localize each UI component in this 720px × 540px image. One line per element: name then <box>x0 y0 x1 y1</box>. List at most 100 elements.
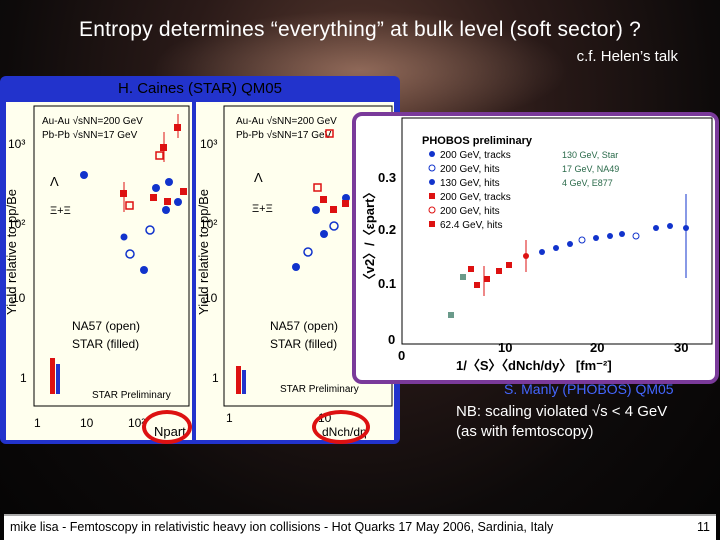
left-ytick-1000: 10³ <box>8 137 25 151</box>
phobos-legend-marker <box>429 151 435 157</box>
phobos-xtick-20: 20 <box>590 340 604 355</box>
phobos-point <box>607 233 613 239</box>
phobos-point <box>619 231 625 237</box>
phobos-legend-4: 200 GeV, tracks <box>440 192 511 203</box>
yield-vs-npart-panel: Yield relative to pp/Be Au-Au √sNN=200 G… <box>4 102 192 440</box>
mid-syst-band-red <box>236 366 241 394</box>
left-point <box>155 151 164 160</box>
phobos-point <box>667 223 673 229</box>
mid-ytick-1000: 10³ <box>200 137 217 151</box>
manly-label: S. Manly (PHOBOS) QM05 <box>504 381 674 397</box>
phobos-point <box>567 241 573 247</box>
phobos-ytick-03: 0.3 <box>378 170 396 185</box>
mid-lambda-label: Λ <box>254 170 263 185</box>
phobos-point <box>593 235 599 241</box>
phobos-point <box>484 276 490 282</box>
mid-prelim-label: STAR Preliminary <box>280 384 359 395</box>
phobos-point <box>578 236 586 244</box>
footer-bar: mike lisa - Femtoscopy in relativistic h… <box>4 514 716 540</box>
phobos-ytick-0: 0 <box>388 332 395 347</box>
cf-note: c.f. Helen’s talk <box>576 48 678 65</box>
left-syst-band-red <box>50 358 55 394</box>
nb-line-1: NB: scaling violated √s < 4 GeV <box>456 403 668 420</box>
phobos-legend-marker <box>429 193 435 199</box>
phobos-legend-marker <box>428 164 436 172</box>
mid-point <box>325 129 334 138</box>
left-xtick-10: 10 <box>80 416 94 430</box>
left-ytick-1: 1 <box>20 371 27 385</box>
left-ytick-10: 10 <box>12 291 26 305</box>
mid-point <box>320 196 327 203</box>
phobos-point <box>553 245 559 251</box>
left-point <box>150 194 157 201</box>
left-syst-band-blue <box>56 364 60 394</box>
left-point <box>125 249 135 259</box>
left-xtick-100: 10² <box>128 416 145 430</box>
phobos-point <box>496 268 502 274</box>
phobos-legend-3: 130 GeV, hits <box>440 178 500 189</box>
mid-point <box>312 206 320 214</box>
mid-legend-auau: Au-Au √sNN=200 GeV <box>236 115 337 127</box>
left-point <box>152 184 160 192</box>
mid-ytick-100: 10² <box>200 217 217 231</box>
phobos-xtick-0: 0 <box>398 348 405 363</box>
mid-point <box>313 183 322 192</box>
left-point <box>125 201 134 210</box>
mid-point <box>303 247 313 257</box>
left-point <box>162 206 170 214</box>
mid-ylabel: Yield relative to pp/Be <box>196 189 211 315</box>
phobos-point <box>474 282 480 288</box>
mid-star-note: STAR (filled) <box>270 337 337 351</box>
highlight-dnch <box>312 410 370 444</box>
left-prelim-label: STAR Preliminary <box>92 390 171 401</box>
left-legend-pbpb: Pb-Pb √sNN=17 GeV <box>42 129 138 141</box>
phobos-point <box>539 249 545 255</box>
phobos-point <box>506 262 512 268</box>
phobos-v2-panel: 〈v2〉/〈εpart〉 PHOBOS preliminary 0.3 0.2 … <box>352 112 719 384</box>
mid-point <box>320 230 328 238</box>
phobos-legend-r2: 17 GeV, NA49 <box>562 164 619 174</box>
mid-na57-note: NA57 (open) <box>270 319 338 333</box>
phobos-xlabel: 1/〈S〉〈dNch/dy〉 [fm⁻²] <box>456 358 612 373</box>
footer-text: mike lisa - Femtoscopy in relativistic h… <box>10 520 554 534</box>
phobos-legend-r3: 4 GeV, E877 <box>562 178 613 188</box>
caines-label: H. Caines (STAR) QM05 <box>118 80 282 97</box>
left-point <box>164 198 171 205</box>
left-ylabel: Yield relative to pp/Be <box>6 189 19 315</box>
phobos-legend-marker <box>429 179 435 185</box>
mid-xi-label: Ξ+Ξ <box>252 203 273 215</box>
phobos-legend-marker <box>428 206 436 214</box>
left-point <box>174 198 182 206</box>
mid-ytick-1: 1 <box>212 371 219 385</box>
mid-point <box>329 221 339 231</box>
highlight-npart <box>142 410 192 444</box>
left-point <box>145 225 155 235</box>
phobos-point <box>448 312 454 318</box>
nb-line-2: (as with femtoscopy) <box>456 423 594 440</box>
phobos-ytick-02: 0.2 <box>378 222 396 237</box>
phobos-legend-marker <box>429 221 435 227</box>
mid-point <box>330 206 337 213</box>
phobos-point <box>653 225 659 231</box>
left-legend-auau: Au-Au √sNN=200 GeV <box>42 115 143 127</box>
phobos-xtick-10: 10 <box>498 340 512 355</box>
phobos-point <box>468 266 474 272</box>
left-lambda-label: Λ <box>50 174 59 189</box>
mid-point <box>292 263 300 271</box>
mid-ytick-10: 10 <box>204 291 218 305</box>
left-point <box>140 266 148 274</box>
phobos-legend-2: 200 GeV, hits <box>440 164 500 175</box>
mid-syst-band-blue <box>242 370 246 394</box>
left-star-note: STAR (filled) <box>72 337 139 351</box>
left-xtick-1: 1 <box>34 416 41 430</box>
mid-legend-pbpb: Pb-Pb √sNN=17 GeV <box>236 129 332 141</box>
mid-xtick-1: 1 <box>226 411 233 425</box>
left-ytick-100: 10² <box>8 217 25 231</box>
phobos-title: PHOBOS preliminary <box>422 135 533 147</box>
left-point <box>120 233 128 241</box>
phobos-legend-5: 200 GeV, hits <box>440 206 500 217</box>
phobos-legend-1: 200 GeV, tracks <box>440 150 511 161</box>
phobos-point <box>460 274 466 280</box>
left-xi-label: Ξ+Ξ <box>50 205 71 217</box>
slide-title: Entropy determines “everything” at bulk … <box>79 18 641 41</box>
